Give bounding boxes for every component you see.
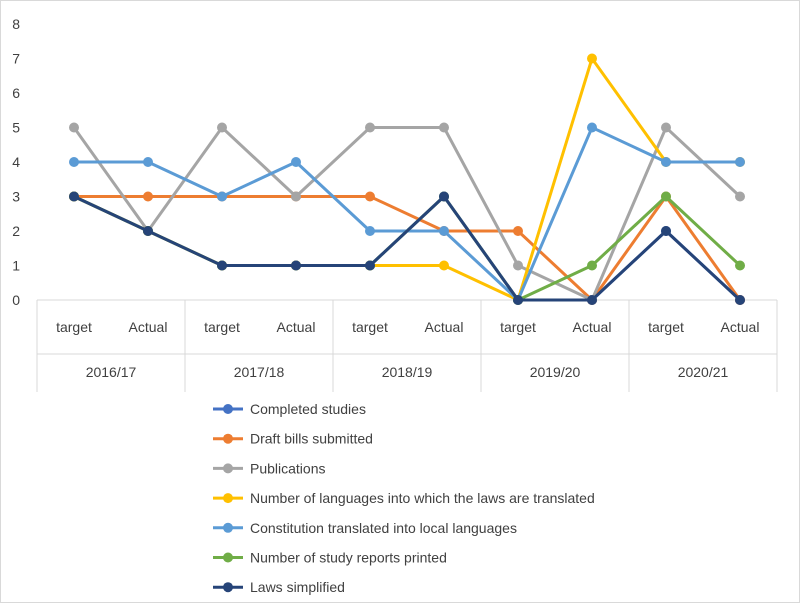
data-point — [735, 191, 745, 202]
x-tick-label: Actual — [277, 319, 316, 335]
data-point — [291, 157, 301, 167]
data-point — [661, 157, 671, 167]
data-point — [365, 260, 375, 271]
x-tick-label: Actual — [425, 319, 464, 335]
data-point — [587, 295, 597, 305]
data-point — [439, 260, 449, 271]
data-point — [735, 295, 745, 305]
legend-label: Publications — [250, 460, 326, 476]
data-point — [291, 191, 301, 202]
y-tick-label: 2 — [12, 223, 20, 239]
legend-swatch-marker — [223, 433, 233, 444]
data-point — [69, 122, 79, 133]
x-tick-label: target — [500, 319, 536, 335]
data-point — [439, 191, 449, 202]
data-point — [587, 53, 597, 64]
series-line — [72, 195, 742, 302]
x-group-label: 2017/18 — [234, 364, 285, 380]
legend-swatch-marker — [223, 493, 233, 504]
legend-entry: Draft bills submitted — [213, 431, 373, 447]
data-point — [513, 226, 523, 236]
legend-entry: Publications — [213, 460, 326, 476]
data-point — [513, 295, 523, 305]
data-point — [217, 260, 227, 271]
legend-entry: Constitution translated into local langu… — [213, 520, 517, 536]
legend-entry: Number of languages into which the laws … — [213, 490, 595, 506]
y-tick-label: 6 — [12, 85, 20, 101]
data-point — [69, 157, 79, 167]
legend-label: Number of languages into which the laws … — [250, 490, 595, 506]
series-line — [72, 195, 742, 302]
legend-label: Number of study reports printed — [250, 550, 447, 566]
data-point — [291, 260, 301, 271]
data-point — [587, 260, 597, 271]
x-group-label: 2016/17 — [86, 364, 137, 380]
x-group-label: 2019/20 — [530, 364, 581, 380]
x-group-label: 2018/19 — [382, 364, 433, 380]
y-tick-label: 3 — [12, 189, 20, 205]
series-group — [69, 191, 745, 305]
data-point — [439, 226, 449, 236]
x-tick-label: target — [648, 319, 684, 335]
legend-swatch-marker — [223, 404, 233, 414]
y-tick-label: 1 — [12, 258, 20, 274]
y-tick-label: 8 — [12, 16, 20, 32]
legend-entry: Laws simplified — [213, 579, 345, 595]
legend-entry: Number of study reports printed — [213, 550, 447, 566]
legend-swatch-marker — [223, 582, 233, 593]
legend-swatch-marker — [223, 552, 233, 563]
data-point — [365, 122, 375, 133]
data-point — [143, 191, 153, 202]
data-point — [69, 191, 79, 202]
y-tick-label: 4 — [12, 154, 20, 170]
axis-layer: 0 1 2 3 4 5 6 7 8 target Actual target Actual target A… — [12, 16, 778, 392]
data-point — [513, 260, 523, 271]
series-line — [72, 57, 742, 302]
x-tick-label: Actual — [573, 319, 612, 335]
x-tick-label: target — [56, 319, 92, 335]
data-point — [217, 191, 227, 202]
data-point — [735, 260, 745, 271]
legend-swatch-marker — [223, 522, 233, 533]
data-point — [217, 122, 227, 133]
legend-label: Draft bills submitted — [250, 431, 373, 447]
x-group-label: 2020/21 — [678, 364, 729, 380]
y-tick-label: 5 — [12, 120, 20, 136]
data-point — [661, 226, 671, 236]
series-group — [69, 191, 745, 305]
x-tick-label: target — [204, 319, 240, 335]
legend-swatch-marker — [223, 463, 233, 474]
x-tick-label: Actual — [129, 319, 168, 335]
data-point — [735, 157, 745, 167]
series-line — [72, 195, 742, 302]
series-group — [69, 191, 745, 305]
data-point — [365, 191, 375, 202]
data-point — [661, 122, 671, 133]
x-tick-label: target — [352, 319, 388, 335]
y-tick-label: 7 — [12, 51, 20, 67]
data-point — [661, 191, 671, 202]
series-group — [69, 191, 745, 305]
legend-entry: Completed studies — [213, 401, 366, 417]
y-tick-label: 0 — [12, 292, 20, 308]
data-point — [587, 122, 597, 133]
data-point — [143, 157, 153, 167]
x-tick-label: Actual — [721, 319, 760, 335]
legend-label: Laws simplified — [250, 579, 345, 595]
legend-label: Constitution translated into local langu… — [250, 520, 517, 536]
legend: Completed studies Draft bills submitted Pu… — [213, 401, 595, 595]
data-point — [365, 226, 375, 236]
data-point — [143, 226, 153, 236]
legend-label: Completed studies — [250, 401, 366, 417]
data-point — [439, 122, 449, 133]
series-line — [72, 195, 742, 302]
series-layer — [69, 53, 745, 305]
